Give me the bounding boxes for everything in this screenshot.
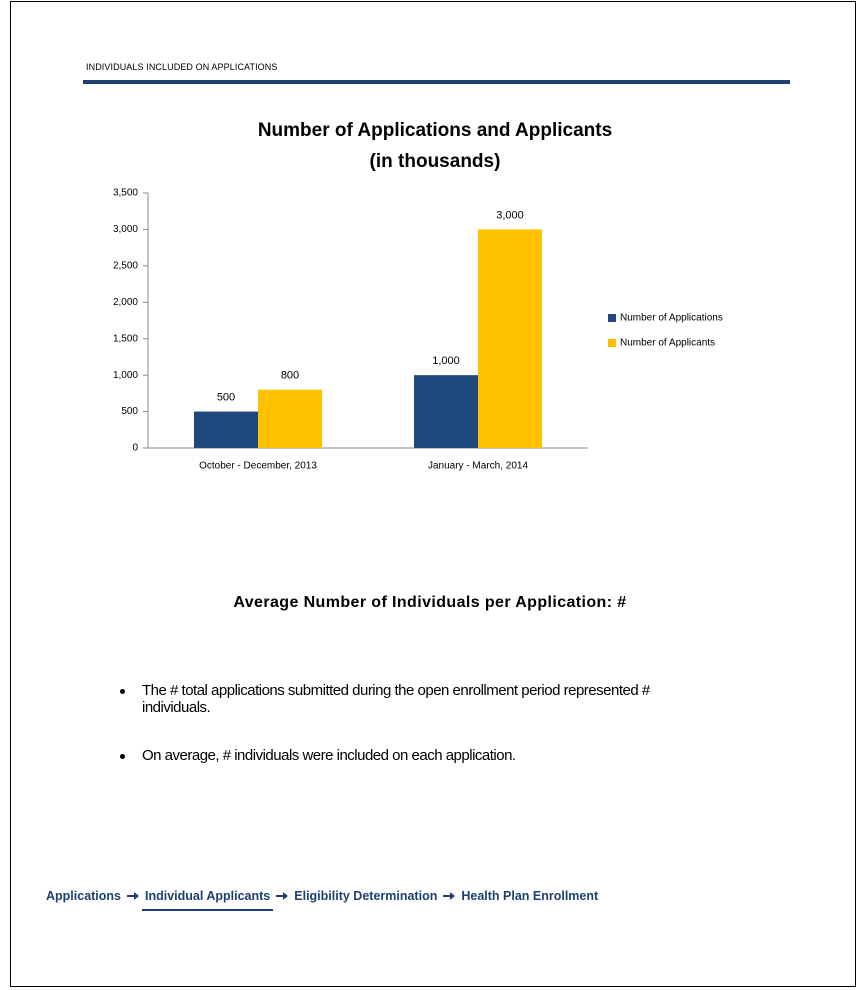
page-frame: [10, 1, 856, 987]
y-tick-label: 2,500: [113, 260, 138, 271]
data-label: 800: [281, 370, 299, 382]
y-tick-label: 2,000: [113, 297, 138, 308]
chart-title: Number of Applications and Applicants: [258, 120, 612, 141]
nav-arrow: [443, 892, 456, 900]
y-tick-label: 1,000: [113, 370, 138, 381]
legend-swatch: [608, 339, 616, 347]
y-tick-label: 1,500: [113, 333, 138, 344]
y-tick-label: 0: [132, 443, 138, 454]
nav-link-current[interactable]: Individual Applicants: [142, 889, 274, 911]
y-tick-label: 3,500: [113, 188, 138, 199]
x-tick-label: January - March, 2014: [428, 461, 528, 472]
y-tick-label: 500: [121, 406, 138, 417]
legend-label: Number of Applications: [620, 313, 723, 324]
bullet-list: The # total applications submitted durin…: [118, 682, 718, 795]
nav-arrow: [276, 892, 289, 900]
legend-swatch: [608, 314, 616, 322]
y-tick-label: 3,000: [113, 224, 138, 235]
breadcrumb-nav: Applications Individual Applicants Eligi…: [46, 889, 599, 911]
nav-arrow: [127, 892, 140, 900]
summary-heading: Average Number of Individuals per Applic…: [233, 594, 627, 611]
data-label: 1,000: [432, 355, 460, 367]
bar: [258, 389, 322, 448]
bullet: The # total applications submitted durin…: [118, 682, 718, 716]
chart: Number of Applications and Applicants (i…: [113, 120, 723, 472]
x-tick-label: October - December, 2013: [199, 461, 317, 472]
nav-link[interactable]: Eligibility Determination: [294, 889, 438, 903]
nav-link[interactable]: Health Plan Enrollment: [461, 889, 599, 903]
chart-subtitle: (in thousands): [370, 151, 501, 172]
bar: [194, 411, 258, 448]
header-rule: [83, 80, 790, 84]
data-label: 3,000: [496, 209, 524, 221]
data-label: 500: [217, 391, 235, 403]
bar: [478, 229, 542, 448]
nav-link[interactable]: Applications: [46, 889, 122, 903]
bullet: On average, # individuals were included …: [118, 747, 718, 764]
bar: [414, 375, 478, 448]
legend-label: Number of Applicants: [620, 338, 715, 349]
section-header: INDIVIDUALS INCLUDED ON APPLICATIONS: [86, 62, 278, 72]
